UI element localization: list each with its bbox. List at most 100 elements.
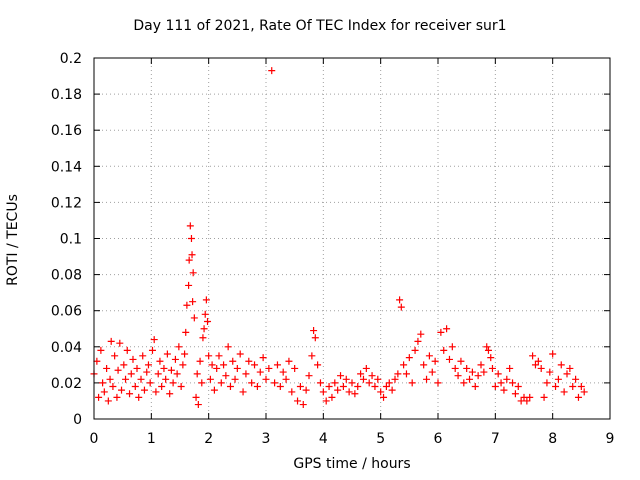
data-point <box>487 354 495 362</box>
data-point <box>514 383 522 391</box>
data-point <box>563 370 571 378</box>
data-point <box>339 383 347 391</box>
data-point <box>394 370 402 378</box>
data-point <box>256 368 264 376</box>
y-tick-label: 0.12 <box>51 195 82 211</box>
data-point <box>310 327 318 335</box>
data-point <box>229 357 237 365</box>
data-point <box>177 383 185 391</box>
data-point <box>319 388 327 396</box>
data-point <box>509 379 517 387</box>
data-point <box>440 346 448 354</box>
data-point <box>288 388 296 396</box>
data-point <box>348 379 356 387</box>
data-point <box>196 357 204 365</box>
data-point <box>569 383 577 391</box>
x-tick-label: 0 <box>90 431 99 447</box>
x-axis-label: GPS time / hours <box>293 456 411 472</box>
chart-title: Day 111 of 2021, Rate Of TEC Index for r… <box>133 18 507 34</box>
data-point <box>471 383 479 391</box>
data-point <box>325 383 333 391</box>
data-point <box>371 383 379 391</box>
data-point <box>182 328 190 336</box>
data-point <box>377 388 385 396</box>
data-point <box>100 388 108 396</box>
data-point <box>116 339 124 347</box>
y-tick-label: 0.04 <box>51 340 82 356</box>
data-point <box>217 379 225 387</box>
data-point <box>133 364 141 372</box>
data-point <box>296 383 304 391</box>
data-point <box>158 383 166 391</box>
data-point <box>560 388 568 396</box>
data-point <box>305 372 313 380</box>
data-point <box>474 372 482 380</box>
data-point <box>549 350 557 358</box>
data-point <box>114 366 122 374</box>
data-point <box>95 393 103 401</box>
data-point <box>99 379 107 387</box>
data-point <box>154 370 162 378</box>
data-point <box>282 375 290 383</box>
data-point <box>531 361 539 369</box>
data-point <box>185 281 193 289</box>
data-point <box>566 364 574 372</box>
y-tick-label: 0.1 <box>60 232 82 248</box>
data-point <box>523 397 531 405</box>
data-point <box>103 364 111 372</box>
data-point <box>382 383 390 391</box>
data-point <box>171 355 179 363</box>
x-tick-label: 5 <box>376 431 385 447</box>
y-tick-label: 0.14 <box>51 159 82 175</box>
data-point <box>120 361 128 369</box>
data-point <box>451 364 459 372</box>
data-point <box>477 361 485 369</box>
data-point <box>185 256 193 264</box>
data-point <box>437 328 445 336</box>
data-point <box>215 352 223 360</box>
data-point <box>187 235 195 242</box>
data-point <box>405 354 413 362</box>
x-tick-label: 6 <box>434 431 443 447</box>
data-point <box>425 352 433 360</box>
data-point <box>385 379 393 387</box>
data-point <box>169 379 177 387</box>
data-point <box>351 390 359 398</box>
data-point <box>354 383 362 391</box>
data-point <box>213 364 221 372</box>
data-point <box>408 379 416 387</box>
data-point <box>188 251 196 259</box>
data-point <box>463 364 471 372</box>
data-point <box>189 298 197 306</box>
data-point <box>543 379 551 387</box>
data-point <box>314 361 322 369</box>
data-point <box>199 334 207 342</box>
data-point <box>316 379 324 387</box>
data-point <box>239 388 247 396</box>
data-point <box>380 393 388 401</box>
data-point <box>454 372 462 380</box>
data-point <box>162 375 170 383</box>
data-point <box>423 375 431 383</box>
data-point <box>93 357 101 365</box>
y-tick-label: 0.08 <box>51 268 82 284</box>
data-point <box>268 67 276 75</box>
data-point <box>175 343 183 351</box>
data-point <box>494 370 502 378</box>
x-tick-label: 8 <box>548 431 557 447</box>
data-point <box>466 375 474 383</box>
data-point <box>431 357 439 365</box>
data-point <box>143 368 151 376</box>
data-point <box>205 352 213 360</box>
data-point <box>302 386 310 394</box>
data-point <box>107 337 115 345</box>
data-point <box>122 375 130 383</box>
data-point <box>359 375 367 383</box>
data-point <box>131 383 139 391</box>
data-point <box>183 301 191 309</box>
data-point <box>285 357 293 365</box>
data-point <box>265 364 273 372</box>
data-point <box>189 269 197 277</box>
data-point <box>220 361 228 369</box>
